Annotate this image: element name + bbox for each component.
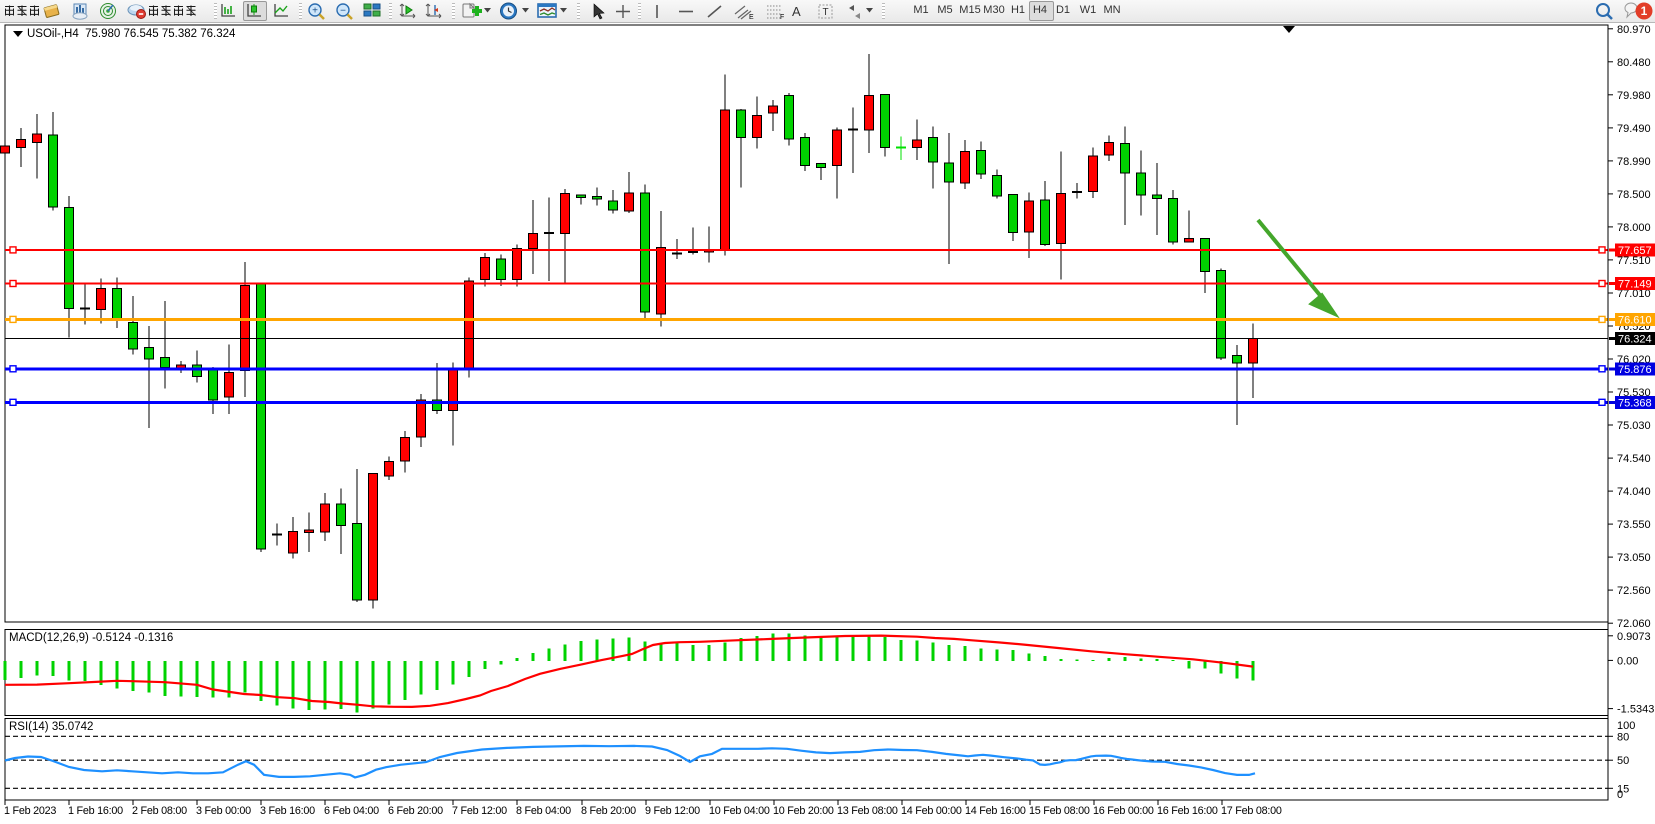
- svg-text:76.324: 76.324: [1618, 334, 1652, 346]
- svg-text:14 Feb 16:00: 14 Feb 16:00: [965, 805, 1026, 817]
- svg-text:10 Feb 20:00: 10 Feb 20:00: [773, 805, 834, 817]
- svg-text:72.560: 72.560: [1617, 585, 1651, 597]
- svg-text:3 Feb 00:00: 3 Feb 00:00: [196, 805, 251, 817]
- svg-text:78.500: 78.500: [1617, 189, 1651, 201]
- svg-text:77.510: 77.510: [1617, 255, 1651, 267]
- svg-text:14 Feb 00:00: 14 Feb 00:00: [901, 805, 962, 817]
- svg-text:80.480: 80.480: [1617, 57, 1651, 69]
- svg-text:73.050: 73.050: [1617, 552, 1651, 564]
- svg-text:0.00: 0.00: [1617, 655, 1638, 667]
- svg-text:76.610: 76.610: [1618, 314, 1652, 326]
- svg-text:78.000: 78.000: [1617, 222, 1651, 234]
- svg-text:8 Feb 20:00: 8 Feb 20:00: [581, 805, 636, 817]
- svg-text:73.550: 73.550: [1617, 519, 1651, 531]
- svg-text:10 Feb 04:00: 10 Feb 04:00: [709, 805, 770, 817]
- svg-text:RSI(14) 35.0742: RSI(14) 35.0742: [9, 721, 93, 733]
- svg-text:9 Feb 12:00: 9 Feb 12:00: [645, 805, 700, 817]
- svg-text:79.980: 79.980: [1617, 90, 1651, 102]
- svg-text:72.060: 72.060: [1617, 618, 1651, 630]
- svg-text:USOil-,H4 75.980 76.545 75.38: USOil-,H4 75.980 76.545 75.382 76.324: [27, 28, 236, 40]
- svg-text:75.368: 75.368: [1618, 397, 1652, 409]
- svg-text:15 Feb 08:00: 15 Feb 08:00: [1029, 805, 1090, 817]
- svg-text:F: F: [780, 14, 784, 21]
- svg-text:50: 50: [1617, 755, 1629, 767]
- svg-text:MACD(12,26,9) -0.5124 -0.1316: MACD(12,26,9) -0.5124 -0.1316: [9, 632, 173, 644]
- svg-text:6 Feb 20:00: 6 Feb 20:00: [388, 805, 443, 817]
- svg-text:75.030: 75.030: [1617, 420, 1651, 432]
- svg-text:17 Feb 08:00: 17 Feb 08:00: [1221, 805, 1282, 817]
- svg-text:T: T: [822, 7, 828, 18]
- svg-text:100: 100: [1617, 720, 1635, 732]
- svg-text:2 Feb 08:00: 2 Feb 08:00: [132, 805, 187, 817]
- svg-text:E: E: [749, 14, 754, 21]
- svg-text:74.040: 74.040: [1617, 486, 1651, 498]
- svg-text:0: 0: [1617, 789, 1623, 801]
- svg-text:+: +: [312, 6, 318, 17]
- svg-text:1 Feb 2023: 1 Feb 2023: [4, 805, 56, 817]
- svg-text:1: 1: [1641, 4, 1648, 18]
- svg-text:16 Feb 16:00: 16 Feb 16:00: [1157, 805, 1218, 817]
- svg-text:−: −: [340, 6, 346, 17]
- svg-text:77.010: 77.010: [1617, 288, 1651, 300]
- svg-text:74.540: 74.540: [1617, 453, 1651, 465]
- svg-text:78.990: 78.990: [1617, 156, 1651, 168]
- svg-text:-1.5343: -1.5343: [1617, 704, 1654, 716]
- svg-text:3 Feb 16:00: 3 Feb 16:00: [260, 805, 315, 817]
- svg-text:7 Feb 12:00: 7 Feb 12:00: [452, 805, 507, 817]
- svg-text:6 Feb 04:00: 6 Feb 04:00: [324, 805, 379, 817]
- svg-text:13 Feb 08:00: 13 Feb 08:00: [837, 805, 898, 817]
- svg-text:15: 15: [1617, 783, 1629, 795]
- svg-text:80.970: 80.970: [1617, 24, 1651, 36]
- svg-text:0.9073: 0.9073: [1617, 631, 1651, 643]
- svg-text:77.149: 77.149: [1618, 279, 1652, 291]
- svg-text:16 Feb 00:00: 16 Feb 00:00: [1093, 805, 1154, 817]
- svg-text:75.876: 75.876: [1618, 364, 1652, 376]
- svg-text:1 Feb 16:00: 1 Feb 16:00: [68, 805, 123, 817]
- svg-text:80: 80: [1617, 731, 1629, 743]
- svg-text:77.657: 77.657: [1618, 245, 1652, 257]
- svg-text:8 Feb 04:00: 8 Feb 04:00: [516, 805, 571, 817]
- svg-text:79.490: 79.490: [1617, 123, 1651, 135]
